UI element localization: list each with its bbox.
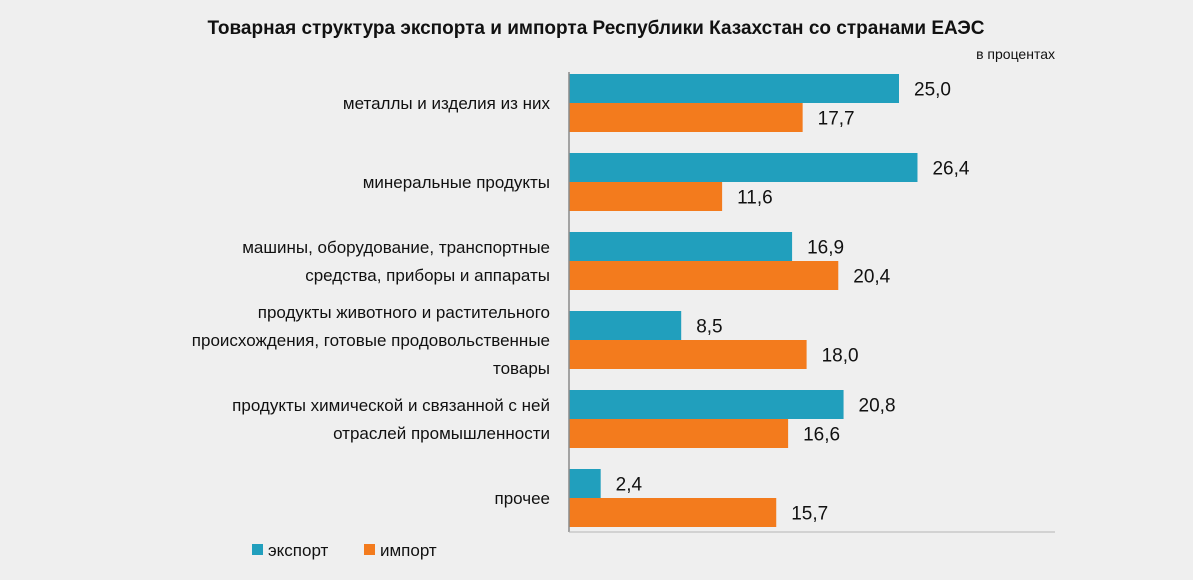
value-label-export-5: 2,4 bbox=[616, 475, 643, 496]
bar-export-4 bbox=[569, 390, 844, 419]
category-label-line: машины, оборудование, транспортные bbox=[242, 238, 550, 257]
value-label-export-4: 20,8 bbox=[859, 396, 896, 417]
bar-export-2 bbox=[569, 232, 793, 261]
legend-swatch-export bbox=[252, 544, 263, 555]
category-label-line: товары bbox=[493, 359, 550, 378]
value-label-import-3: 18,0 bbox=[822, 346, 859, 367]
category-label-2: машины, оборудование, транспортные средст… bbox=[242, 238, 550, 285]
bar-import-1 bbox=[569, 182, 723, 211]
category-label-1: минеральные продукты bbox=[363, 173, 550, 192]
units-note: в процентах bbox=[976, 46, 1055, 62]
category-label-line: происхождения, готовые продовольственные bbox=[192, 331, 550, 350]
bar-import-3 bbox=[569, 340, 807, 369]
legend-swatch-import bbox=[364, 544, 375, 555]
value-label-export-3: 8,5 bbox=[696, 317, 722, 338]
chart-title: Товарная структура экспорта и импорта Ре… bbox=[207, 18, 984, 39]
legend-label-export: экспорт bbox=[268, 541, 329, 560]
category-label-5: прочее bbox=[494, 489, 550, 508]
category-label-3: продукты животного и растительного происх… bbox=[192, 303, 550, 378]
bar-import-0 bbox=[569, 103, 803, 132]
category-label-line: минеральные продукты bbox=[363, 173, 550, 192]
bar-export-5 bbox=[569, 469, 601, 498]
category-label-line: продукты животного и растительного bbox=[258, 303, 550, 322]
value-label-import-0: 17,7 bbox=[818, 109, 855, 130]
value-label-import-1: 11,6 bbox=[737, 188, 773, 209]
category-label-4: продукты химической и связанной с ней отр… bbox=[232, 396, 550, 443]
category-label-line: отраслей промышленности bbox=[333, 424, 550, 443]
category-label-line: средства, приборы и аппараты bbox=[305, 266, 550, 285]
legend-label-import: импорт bbox=[380, 541, 437, 560]
category-label-0: металлы и изделия из них bbox=[343, 94, 551, 113]
value-label-import-5: 15,7 bbox=[791, 504, 828, 525]
category-label-line: металлы и изделия из них bbox=[343, 94, 551, 113]
value-label-export-0: 25,0 bbox=[914, 80, 951, 101]
category-label-line: прочее bbox=[494, 489, 550, 508]
value-labels-group: 25,0 17,7 26,4 11,6 16,9 20,4 8,5 18,0 20,8 16,6 2… bbox=[616, 80, 970, 525]
legend: экспорт импорт bbox=[252, 541, 437, 560]
bar-import-4 bbox=[569, 419, 789, 448]
bars-group bbox=[569, 74, 918, 527]
value-label-import-2: 20,4 bbox=[853, 267, 890, 288]
bar-import-2 bbox=[569, 261, 839, 290]
category-labels-group: металлы и изделия из них минеральные прод… bbox=[192, 94, 551, 508]
bar-export-3 bbox=[569, 311, 682, 340]
bar-export-0 bbox=[569, 74, 899, 103]
value-label-import-4: 16,6 bbox=[803, 425, 840, 446]
bar-export-1 bbox=[569, 153, 918, 182]
value-label-export-2: 16,9 bbox=[807, 238, 844, 259]
category-label-line: продукты химической и связанной с ней bbox=[232, 396, 550, 415]
value-label-export-1: 26,4 bbox=[932, 159, 969, 180]
bar-import-5 bbox=[569, 498, 777, 527]
